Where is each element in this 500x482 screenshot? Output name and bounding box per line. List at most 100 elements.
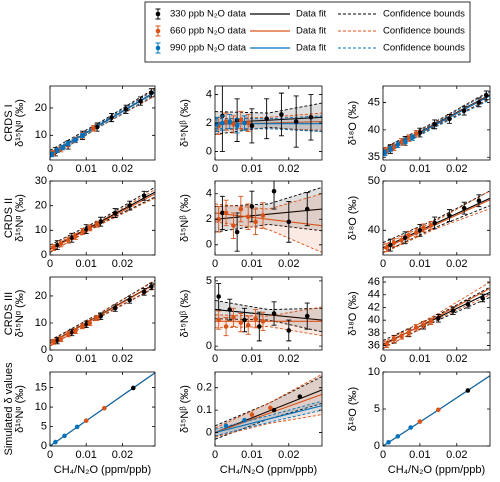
data-point: [395, 434, 401, 439]
legend-label: 990 ppb N₂O data: [170, 43, 247, 54]
data-point: [51, 245, 56, 250]
x-tick-label: 0: [380, 163, 386, 175]
data-point: [436, 315, 441, 321]
data-point: [51, 339, 56, 345]
panel: 0 0.01 0.02 0 10 20 δ¹⁵Nᵅ (‰)CRDS III: [3, 276, 156, 365]
data-point: [417, 130, 423, 135]
data-point: [428, 319, 434, 324]
data-point: [447, 116, 452, 122]
data-point: [271, 311, 277, 316]
x-axis-label: CH₄/N₂O (ppm/ppb): [54, 464, 151, 476]
confidence-bound: [50, 197, 155, 253]
x-axis-label: CH₄/N₂O (ppm/ppb): [388, 464, 485, 476]
data-point: [223, 324, 229, 329]
y-tick-label: 0: [374, 440, 380, 452]
data-point: [476, 100, 482, 105]
data-point: [223, 210, 229, 216]
data-point: [141, 289, 147, 295]
data-point: [69, 235, 75, 241]
data-point: [54, 242, 60, 248]
data-point: [87, 225, 93, 231]
data-point: [406, 330, 412, 336]
data-point: [476, 198, 482, 204]
axes-box: [49, 371, 156, 447]
x-tick-label: 0.01: [75, 258, 96, 270]
x-tick-label: 0.01: [409, 353, 430, 365]
confidence-bound: [50, 279, 155, 341]
x-tick-label: 0: [380, 449, 386, 461]
data-point: [83, 418, 89, 423]
plot-area: [383, 90, 490, 157]
y-tick-label: 10: [35, 129, 47, 141]
data-point: [388, 242, 393, 248]
confidence-bound: [215, 409, 322, 437]
data-point: [461, 205, 467, 211]
plot-area: [50, 372, 155, 446]
data-point: [73, 234, 78, 239]
data-point: [65, 332, 71, 337]
data-point: [271, 188, 277, 194]
confidence-bound: [215, 376, 322, 427]
data-point: [149, 284, 154, 289]
y-tick-label: 5: [41, 420, 47, 432]
data-point: [408, 425, 413, 430]
plot-area: [215, 181, 322, 253]
y-tick-label: 0: [41, 440, 47, 452]
data-point: [386, 440, 391, 445]
panel: 0 0.01 0.02 0 0.1 0.2 δ¹⁵Nᵝ (‰) CH₄/N₂O (ppm/pp…: [179, 371, 323, 476]
data-point: [65, 237, 71, 243]
data-point: [98, 219, 103, 224]
data-point: [73, 137, 78, 143]
data-point: [406, 232, 412, 238]
data-point: [249, 204, 255, 209]
data-point: [98, 313, 103, 319]
data-point: [80, 133, 85, 138]
data-point: [417, 228, 423, 233]
data-point: [268, 405, 273, 411]
data-point: [58, 241, 64, 247]
y-tick-label: 30: [35, 175, 47, 187]
legend-label: Data fit: [296, 26, 326, 37]
data-point: [123, 106, 129, 112]
data-point: [461, 108, 467, 113]
data-point: [216, 294, 221, 299]
data-point: [297, 394, 303, 399]
confidence-bound: [50, 186, 155, 246]
data-point: [465, 301, 471, 307]
data-point: [65, 141, 71, 146]
plot-area: [383, 281, 490, 350]
data-point: [220, 210, 225, 216]
y-tick-label: 0: [206, 340, 212, 352]
confidence-bound: [215, 400, 322, 430]
data-point: [484, 93, 489, 98]
confidence-band: [215, 374, 322, 438]
x-tick-label: 0: [212, 163, 218, 175]
y-tick-label: 10: [368, 366, 380, 378]
data-point: [138, 98, 143, 104]
data-point: [399, 333, 404, 339]
axes-box: [382, 85, 491, 161]
axes-box: [49, 276, 156, 351]
data-point: [402, 235, 408, 241]
data-point: [447, 213, 452, 218]
fit-line: [215, 389, 322, 434]
x-tick-label: 0.01: [241, 353, 262, 365]
panel: 0 0.01 0.02 0 10 20 30 δ¹⁵Nᵅ (‰)CRDS II: [3, 175, 156, 270]
data-point: [227, 119, 233, 124]
data-point: [141, 193, 147, 199]
x-tick-label: 0.02: [112, 258, 133, 270]
data-point: [264, 116, 269, 122]
data-point: [220, 120, 225, 126]
x-tick-label: 0: [47, 163, 53, 175]
data-point: [384, 245, 389, 250]
data-point: [127, 297, 132, 303]
y-tick-label: 40: [368, 124, 380, 136]
data-point: [421, 322, 426, 327]
data-point: [231, 122, 236, 127]
data-point: [238, 117, 244, 123]
row-label: Simulated δ values: [3, 362, 15, 455]
y-tick-label: 5: [374, 403, 380, 415]
confidence-bound: [215, 414, 322, 438]
data-point: [60, 145, 65, 150]
